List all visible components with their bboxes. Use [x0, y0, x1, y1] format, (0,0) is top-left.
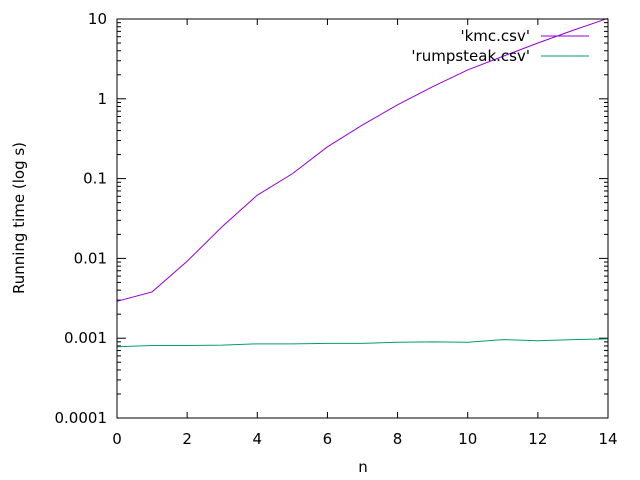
y-tick-label: 0.001 — [64, 329, 107, 347]
x-axis-title: n — [358, 458, 368, 476]
tick-labels: 0 2 4 6 8 10 12 14 0.0001 0.001 0.01 0.1 1 10 — [55, 10, 618, 448]
series-line-0 — [116, 17, 609, 302]
plot-frame — [116, 18, 609, 419]
y-tick-label: 0.01 — [74, 249, 107, 267]
axis-ticks — [116, 18, 609, 419]
series-line-1 — [116, 338, 609, 348]
chart-series — [116, 17, 609, 348]
x-tick-label: 14 — [598, 430, 617, 448]
x-tick-label: 4 — [253, 430, 263, 448]
legend-label: 'kmc.csv' — [461, 27, 531, 45]
x-tick-label: 0 — [112, 430, 122, 448]
y-tick-label: 0.1 — [83, 170, 107, 188]
y-tick-label: 0.0001 — [55, 409, 108, 427]
x-tick-label: 2 — [182, 430, 192, 448]
x-tick-label: 6 — [323, 430, 333, 448]
x-tick-label: 10 — [458, 430, 477, 448]
y-tick-label: 1 — [97, 90, 107, 108]
y-axis-title: Running time (log s) — [10, 142, 28, 294]
x-tick-label: 8 — [393, 430, 403, 448]
y-tick-label: 10 — [88, 10, 107, 28]
x-tick-label: 12 — [528, 430, 547, 448]
legend-label: 'rumpsteak.csv' — [411, 47, 530, 65]
legend: 'kmc.csv' 'rumpsteak.csv' — [411, 27, 589, 65]
